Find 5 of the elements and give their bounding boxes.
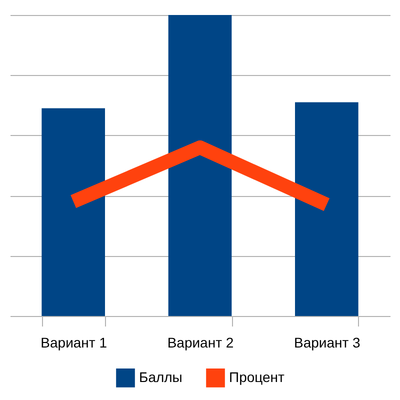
x-tick-label: Вариант 1 bbox=[40, 334, 108, 350]
legend-label: Процент bbox=[229, 368, 286, 385]
x-tick-label: Вариант 3 bbox=[294, 334, 361, 350]
legend-label: Баллы bbox=[139, 368, 182, 385]
x-tick-label: Вариант 2 bbox=[167, 334, 234, 350]
